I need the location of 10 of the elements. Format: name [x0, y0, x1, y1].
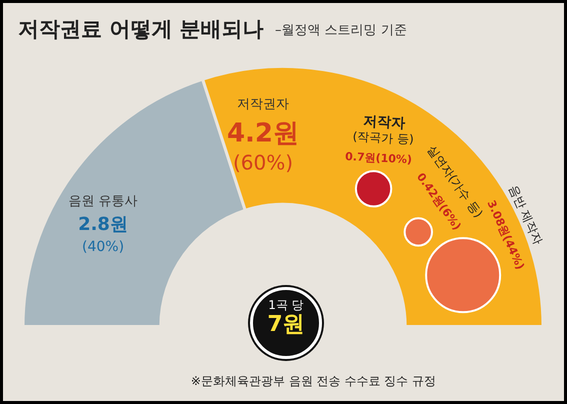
chart-subtitle: –월정액 스트리밍 기준 [275, 22, 407, 39]
data-label: 2.8원 (40%) [78, 214, 128, 256]
data-label: 4.2원 (60%) [226, 118, 300, 175]
data-label: 0.7원(10%) [344, 150, 412, 166]
chart-title: 저작권료 어떻게 분배되나 [18, 16, 264, 43]
slice-label: 저작권자 [237, 96, 289, 112]
category-label: 저작자 (작곡가 등) [352, 113, 414, 146]
text: 1곡 당 7원 [266, 298, 306, 338]
text: ※문화체육관광부 음원 전송 수수료 징수 규정 [190, 373, 438, 390]
slice-label: 음원 유통사 [68, 194, 138, 209]
